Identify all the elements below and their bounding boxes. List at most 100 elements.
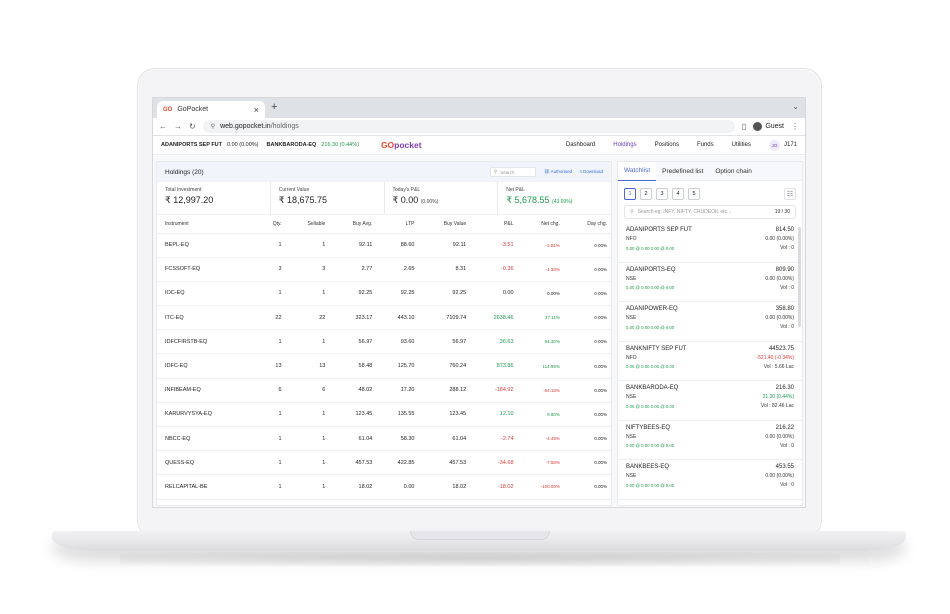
forward-icon[interactable]: → [174, 122, 182, 131]
table-row[interactable]: FCSSOFT-EQ 3 3 2.77 2.65 8.31 -0.36 -4.33% 0.00% [157, 257, 611, 282]
table-cell: -7.58% [517, 450, 564, 476]
table-cell: 1 [285, 233, 330, 258]
table-row[interactable]: NBCC-EQ 1 1 61.04 58.30 61.04 -2.74 -4.49% 0.00% [157, 426, 611, 452]
table-body: BEPL-EQ 1 1 92.11 88.60 92.11 -3.51 -3.81% 0.00%… [157, 233, 611, 500]
browser-tab-bar: GO GoPocket × + ⌄ [153, 98, 805, 118]
address-bar[interactable]: ⚲ web.gopocket.in/holdings [202, 120, 735, 133]
nav-funds[interactable]: Funds [696, 142, 714, 148]
column-header[interactable]: Net chg. [517, 215, 564, 234]
table-cell: 0.00% [563, 233, 611, 258]
table-row[interactable]: QUESS-EQ 1 1 457.53 422.85 457.53 -34.68 -7.58%… [157, 450, 611, 476]
app-header: ADANIPORTS SEP FUT 0.00 (0.00%) BANKBARO… [153, 136, 805, 155]
column-header[interactable]: Buy Value [418, 215, 471, 234]
watchlist-scrollbar[interactable] [798, 227, 801, 327]
column-header[interactable]: Day chg. [563, 215, 611, 234]
table-cell: 2638.46 [470, 305, 518, 331]
tab-watchlist[interactable]: Watchlist [618, 162, 657, 181]
reload-icon[interactable]: ↻ [189, 122, 196, 131]
volume: Vol : 0 [780, 284, 794, 291]
sidepanel-icon[interactable]: ▯ [741, 122, 747, 131]
nav-positions[interactable]: Positions [654, 142, 679, 148]
watchlist-item[interactable]: BANKBARODA-EQ 216.30 NSE 21.30 (0.44%) 0.00 … [618, 381, 802, 421]
watchlist-pages: 1 2 3 4 5 ☷ [618, 181, 802, 205]
table-cell: KARURVYSYA-EQ [157, 402, 257, 428]
table-cell: 37.11% [517, 305, 564, 331]
watchlist-page-4[interactable]: 4 [672, 188, 684, 200]
nav-holdings[interactable]: Holdings [613, 142, 637, 148]
table-row[interactable]: IOC-EQ 1 1 92.25 92.25 92.25 0.00 0.00% 0.00% [157, 281, 611, 307]
watchlist-page-2[interactable]: 2 [640, 188, 652, 200]
tab-search-chevron-icon[interactable]: ⌄ [792, 102, 799, 111]
table-cell: 1 [257, 281, 286, 307]
profile-button[interactable]: Guest [753, 122, 784, 131]
watchlist-item[interactable]: NIFTYBEES-EQ 216.22 NSE 0.00 (0.00%) 0.00 @ … [618, 421, 802, 460]
table-row[interactable]: INFIBEAM-EQ 6 6 48.02 17.20 288.12 -184.92 -64.… [157, 378, 611, 403]
back-icon[interactable]: ← [159, 122, 167, 131]
table-row[interactable]: KARURVYSYA-EQ 1 1 123.45 135.55 123.45 12.10 9.… [157, 402, 611, 428]
authorised-link[interactable]: ⛓ Authorised [543, 169, 573, 174]
watchlist-count: 19 / 30 [774, 209, 790, 215]
column-header[interactable]: LTP [376, 215, 419, 234]
menu-kebab-icon[interactable]: ⋮ [791, 122, 799, 131]
table-row[interactable]: IDFC-EQ 13 13 58.48 125.70 760.24 873.86 114.95… [157, 353, 611, 379]
user-menu[interactable]: JO J171 [768, 139, 797, 151]
table-cell: IOC-EQ [157, 281, 257, 307]
table-cell: -18.02 [470, 474, 518, 500]
price-change: 0.00 (0.00%) [765, 275, 794, 282]
ticker1-value: 0.00 (0.00%) [227, 142, 259, 148]
watchlist-page-5[interactable]: 5 [688, 188, 700, 200]
table-cell: 8.31 [418, 257, 471, 282]
exchange: NSE [626, 315, 637, 321]
laptop-shadow [120, 552, 840, 566]
watchlist-settings-icon[interactable]: ☷ [784, 188, 796, 200]
bid-ask: 0.00 @ 0.00 0.00 @ 0.00 [626, 364, 675, 369]
url-text: web.gopocket.in/holdings [220, 123, 299, 130]
close-tab-icon[interactable]: × [253, 104, 259, 115]
table-row[interactable]: ITC-EQ 22 22 323.17 443.10 7109.74 2638.46 37.1… [157, 305, 611, 331]
volume: Vol : 5.66 Lac [763, 363, 794, 370]
watchlist-page-1[interactable]: 1 [624, 188, 636, 200]
nav-utilities[interactable]: Utilities [731, 142, 751, 148]
table-cell: 58.30 [376, 426, 419, 452]
table-cell: 2.65 [376, 257, 419, 282]
nav-dashboard[interactable]: Dashboard [565, 142, 596, 148]
holdings-search-input[interactable]: ⚲ Search [489, 167, 536, 177]
column-header[interactable]: Buy Avg. [329, 215, 377, 234]
table-cell: 1 [285, 426, 330, 452]
table-cell: 443.10 [376, 305, 419, 331]
tab-predefined-list[interactable]: Predefined list [662, 167, 704, 175]
table-header-row: Instrument Qty. Sellable Buy Avg. LTP Buy Val… [157, 215, 611, 234]
table-cell: 18.02 [418, 474, 471, 500]
watchlist-page-3[interactable]: 3 [656, 188, 668, 200]
table-row[interactable]: BEPL-EQ 1 1 92.11 88.60 92.11 -3.51 -3.81% 0.00% [157, 233, 611, 258]
column-header[interactable]: Sellable [285, 215, 330, 234]
new-tab-icon[interactable]: + [271, 101, 278, 113]
download-link[interactable]: ⭳ Download [580, 169, 603, 174]
instrument-name: BANKBEES-EQ [626, 464, 670, 470]
gopocket-logo[interactable]: GOpocket [380, 140, 422, 150]
tab-option-chain[interactable]: Option chain [715, 167, 752, 175]
watchlist-item[interactable]: ADANIPORTS SEP FUT 814.50 NFO 0.00 (0.00%) 0… [618, 223, 802, 263]
table-cell: 0.00% [517, 281, 564, 307]
watchlist-item[interactable]: BANKNIFTY SEP FUT 44523.75 NFO -521.40 (-0.… [618, 342, 802, 381]
table-cell: 9.80% [517, 402, 564, 428]
table-row[interactable]: RELCAPITAL-BE 1 1 18.02 0.00 18.02 -18.02 -100.… [157, 474, 611, 500]
avatar-icon [753, 122, 763, 131]
browser-tab[interactable]: GO GoPocket × [157, 101, 265, 118]
bid-ask: 0.00 @ 0.00 0.00 @ 0.00 [626, 403, 675, 409]
column-header[interactable]: Qty. [257, 215, 286, 234]
price-change: 0.00 (0.00%) [765, 236, 794, 242]
table-cell: IDFCFIRSTB-EQ [157, 329, 257, 355]
column-header[interactable]: Instrument [157, 215, 257, 234]
watchlist-item[interactable]: BANKBEES-EQ 453.55 NSE 0.00 (0.00%) 0.00 @ 0… [618, 460, 802, 500]
watchlist-item[interactable]: ADANIPOWER-EQ 358.80 NSE 0.00 (0.00%) 0.00 @… [618, 302, 802, 342]
site-info-icon[interactable]: ⚲ [210, 124, 216, 130]
watchlist-search-input[interactable]: ⚲ Search eg: INFY, NIFTY, CRUDEOIL etc..… [624, 205, 796, 219]
table-cell: 93.60 [376, 329, 419, 355]
table-cell: INFIBEAM-EQ [157, 378, 257, 403]
table-row[interactable]: IDFCFIRSTB-EQ 1 1 56.97 93.60 56.97 36.63 64.30… [157, 329, 611, 355]
column-header[interactable]: P&L [470, 215, 518, 234]
watchlist-item[interactable]: ADANIPORTS-EQ 809.90 NSE 0.00 (0.00%) 0.00 @… [618, 263, 802, 302]
table-cell: 1 [257, 474, 286, 500]
